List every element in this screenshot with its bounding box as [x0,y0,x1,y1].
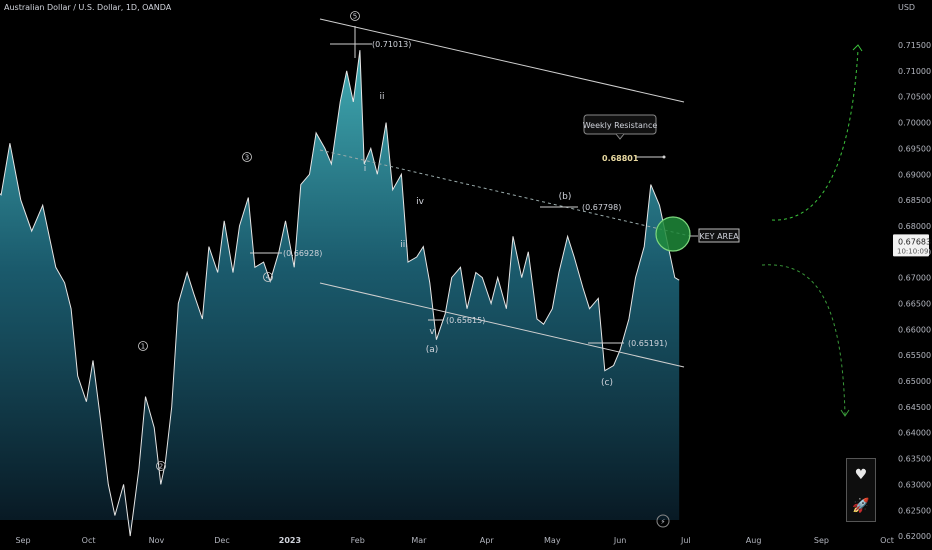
x-tick-label: Mar [411,536,427,545]
last-price-box [893,234,929,257]
y-tick-label: 0.64000 [898,429,931,438]
x-tick-label: Oct [82,536,96,545]
lightning-glyph: ⚡ [661,518,666,526]
y-tick-label: 0.68000 [898,222,931,231]
x-tick-label: Feb [351,536,365,545]
wave-3-circle [242,152,252,162]
wave-1: 1 [141,343,145,351]
x-tick-label: May [544,536,561,545]
countdown-label: 10:10:09 [897,247,928,255]
wave-c: (c) [601,378,613,388]
resistance-dot [662,155,666,159]
resistance-value: 0.68801 [602,154,639,163]
price-area [0,50,680,537]
x-tick-label: Sep [15,536,30,545]
y-tick-label: 0.64500 [898,403,931,412]
channel-upper [319,18,685,103]
bullish-projection [771,49,859,221]
x-tick-label: Jul [680,536,691,545]
y-tick-label: 0.71500 [898,41,931,50]
y-tick-label: 0.63000 [898,480,931,489]
x-tick-label: Sep [814,536,829,545]
side-panel: ♥ 🚀 [846,458,876,522]
y-tick-label: 0.68500 [898,196,931,205]
resistance-label: Weekly Resistance [583,121,658,130]
level-67798-label: (0.67798) [582,203,621,212]
bullish-arrow [852,44,863,52]
level-66928-label: (0.66928) [283,249,322,258]
y-tick-label: 0.63500 [898,455,931,464]
wave-2-circle [156,461,166,471]
y-tick-label: 0.66000 [898,325,931,334]
channel-lower [319,282,685,368]
currency-label: USD [898,3,916,12]
level-65191-label: (0.65191) [628,339,667,348]
wave-5-circle [350,11,360,21]
y-tick-label: 0.67000 [898,274,931,283]
wave-3: 3 [245,154,249,162]
y-tick-label: 0.66500 [898,300,931,309]
heart-icon[interactable]: ♥ [854,466,868,483]
x-tick-label: 2023 [279,536,301,545]
key-area-label: KEY AREA [699,232,739,241]
y-tick-label: 0.70000 [898,119,931,128]
bearish-arrow [840,409,850,417]
x-tick-label: Nov [149,536,165,545]
lightning-icon [656,514,670,528]
y-tick-label: 0.62500 [898,506,931,515]
wave-i: i [364,164,367,174]
resistance-bubble-tail [615,133,625,140]
wave-1-circle [138,341,148,351]
y-tick-label: 0.69000 [898,170,931,179]
y-tick-label: 0.69500 [898,144,931,153]
price-line [0,50,680,537]
y-tick-label: 0.65000 [898,377,931,386]
wave-5: 5 [353,13,357,21]
key-area-box [698,228,740,243]
y-tick-label: 0.70500 [898,93,931,102]
last-price-label: 0.67683 [898,237,931,246]
wave-4-circle [263,272,273,282]
x-tick-label: Jun [613,536,627,545]
wave-2: 2 [159,463,163,471]
wave-ii: ii [379,92,384,102]
wave-iii: iii [400,240,408,250]
chart-title: Australian Dollar / U.S. Dollar, 1D, OAN… [4,3,172,12]
x-tick-label: Aug [746,536,762,545]
bearish-projection [761,264,846,416]
x-tick-label: Oct [880,536,894,545]
wave-v: v [429,327,435,337]
rocket-icon[interactable]: 🚀 [852,497,870,514]
wave-iv: iv [416,197,425,207]
y-tick-label: 0.65500 [898,351,931,360]
x-tick-label: Dec [214,536,229,545]
level-65615-label: (0.65615) [446,316,485,325]
key-area-circle [655,216,691,252]
y-tick-label: 0.71000 [898,67,931,76]
x-tick-label: Apr [480,536,495,545]
wave-a: (a) [426,345,439,355]
wave-4: 4 [266,274,271,282]
y-tick-label: 0.62000 [898,532,931,541]
level-71013-label: (0.71013) [372,40,411,49]
wave-b: (b) [559,192,572,202]
